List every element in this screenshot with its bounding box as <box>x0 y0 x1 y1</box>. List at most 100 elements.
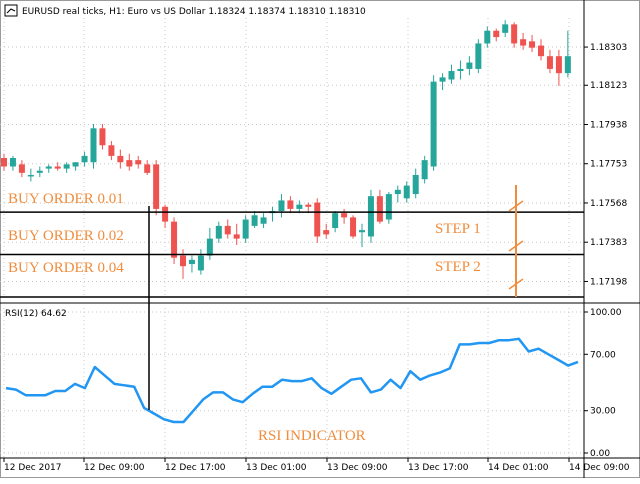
candle <box>538 39 544 61</box>
price-tick-label: 1.18123 <box>590 81 627 91</box>
rsi-title: RSI(12) 64.62 <box>5 309 67 319</box>
candle-body <box>224 225 231 235</box>
candle-body <box>520 39 527 46</box>
candle <box>403 181 410 203</box>
candle-body <box>197 255 204 271</box>
candle-body <box>144 164 151 173</box>
candle-body <box>126 160 133 167</box>
candle-body <box>385 194 392 220</box>
candle-body <box>448 71 455 80</box>
candle <box>332 211 339 233</box>
candle-body <box>242 219 249 239</box>
time-tick-label: 14 Dec 09:00 <box>569 463 630 473</box>
time-tick-label: 12 Dec 09:00 <box>84 463 145 473</box>
candle-body <box>314 202 321 237</box>
candle-body <box>180 255 186 267</box>
candle-body <box>457 68 464 72</box>
candle-body <box>439 77 446 82</box>
candle-body <box>27 174 34 177</box>
candle-body <box>171 221 178 258</box>
time-tick-label: 13 Dec 01:00 <box>246 463 307 473</box>
candle <box>421 155 428 184</box>
candle-body <box>511 24 518 44</box>
candle-body <box>215 225 222 239</box>
buy-order-3-label: BUY ORDER 0.04 <box>8 260 124 276</box>
step-2-label: STEP 2 <box>435 259 481 275</box>
candle-body <box>305 204 312 207</box>
time-axis-layer: 12 Dec 2017 12 Dec 09:00 12 Dec 17:00 13 De… <box>3 458 630 473</box>
candle <box>117 149 124 169</box>
candle <box>457 60 464 80</box>
candle <box>9 155 16 171</box>
candle <box>162 204 169 228</box>
candle-body <box>466 62 473 69</box>
candle-layer <box>1 20 571 279</box>
chart-title: EURUSD real ticks, H1: Euro vs US Dollar… <box>4 4 366 17</box>
candle-body <box>45 166 52 169</box>
candle <box>269 206 276 222</box>
candle-body <box>394 189 401 195</box>
time-tick-label: 12 Dec 2017 <box>4 463 62 473</box>
candle-body <box>99 128 106 146</box>
candle-body <box>117 155 124 163</box>
step-1-label: STEP 1 <box>435 221 481 237</box>
candle <box>126 153 133 171</box>
candle-body <box>493 30 500 38</box>
candle-body <box>206 238 213 256</box>
candle-body <box>260 217 267 224</box>
candle <box>296 200 303 214</box>
candle <box>144 160 151 175</box>
candle <box>197 249 204 275</box>
candle-body <box>72 162 79 167</box>
candle-body <box>529 41 536 48</box>
candle-body <box>403 185 410 199</box>
rsi-layer <box>5 337 579 424</box>
candle-body <box>90 128 97 163</box>
candle-body <box>9 158 16 167</box>
candle-body <box>430 81 437 167</box>
rsi-tick-label: 70.00 <box>590 350 616 360</box>
rsi-tick-label: 0.00 <box>590 449 610 459</box>
candle-body <box>564 56 571 74</box>
candle-body <box>153 164 160 209</box>
candle <box>502 20 509 38</box>
candle-body <box>367 196 374 237</box>
candle-body <box>135 160 142 165</box>
price-tick-label: 1.17753 <box>590 160 627 170</box>
candle-body <box>376 196 383 222</box>
time-tick-label: 14 Dec 01:00 <box>488 463 549 473</box>
candle <box>412 168 419 199</box>
candle-body <box>350 217 357 237</box>
candle <box>385 191 392 224</box>
candle <box>466 56 473 76</box>
candle-body <box>538 45 544 57</box>
price-tick-label: 1.17198 <box>590 277 627 287</box>
price-tick-label: 1.18303 <box>590 43 627 53</box>
candle <box>546 49 553 74</box>
candle <box>564 30 571 78</box>
rsi-tick-label: 30.00 <box>590 407 616 417</box>
step-tick-1 <box>508 200 524 212</box>
buy-order-2-label: BUY ORDER 0.02 <box>8 228 124 244</box>
candle-body <box>421 160 428 180</box>
candle <box>54 162 61 171</box>
step-tick-3 <box>508 278 524 290</box>
candle <box>224 219 231 239</box>
candle <box>171 217 178 265</box>
rsi-line <box>5 337 579 424</box>
candle-body <box>108 145 115 156</box>
candle <box>153 160 160 216</box>
time-tick-label: 13 Dec 17:00 <box>408 463 469 473</box>
candle-body <box>278 200 285 212</box>
candle-body <box>54 166 61 169</box>
price-tick-label: 1.17938 <box>590 120 627 130</box>
order-layer <box>0 211 584 298</box>
candle <box>90 124 97 169</box>
candle-body <box>251 215 258 226</box>
candle <box>475 39 482 74</box>
chart-type-icon-path <box>6 8 16 14</box>
candle <box>520 32 527 50</box>
candle <box>394 185 401 203</box>
